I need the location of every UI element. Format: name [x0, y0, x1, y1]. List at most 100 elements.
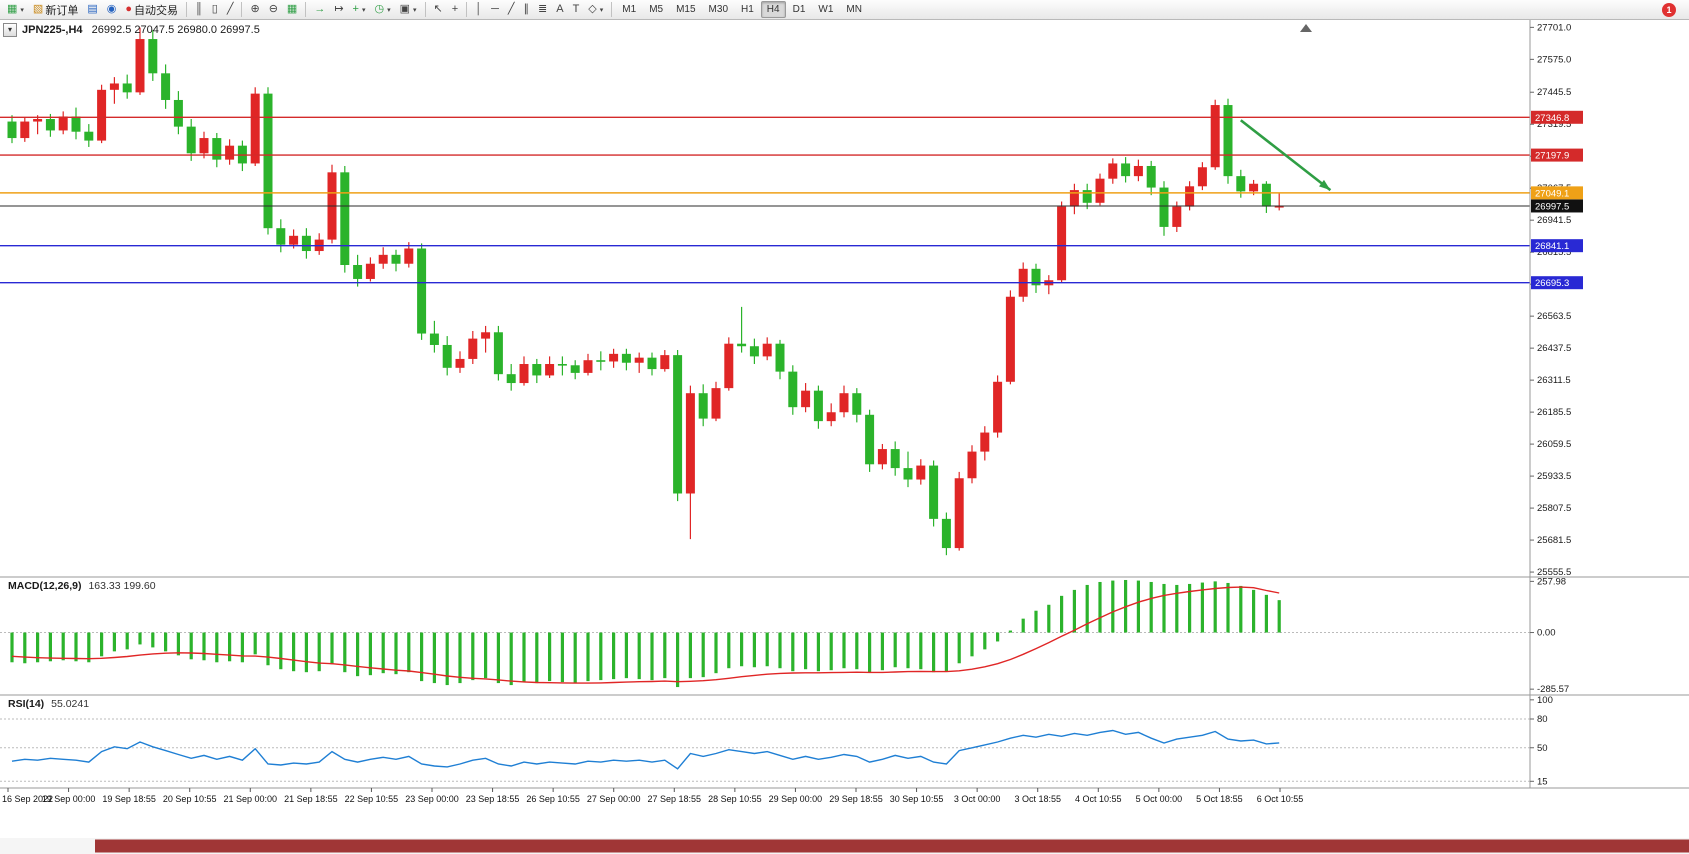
shapes-icon: ◇ [588, 3, 597, 15]
svg-text:25807.5: 25807.5 [1537, 503, 1571, 514]
new-order-label: 新订单 [45, 4, 79, 17]
auto-scroll-button[interactable]: → [310, 1, 329, 18]
svg-text:22 Sep 10:55: 22 Sep 10:55 [345, 794, 399, 804]
autotrading-button[interactable]: ● 自动交易 [121, 1, 182, 18]
price-label-26695.3: 26695.3 [1531, 276, 1583, 290]
templates-button[interactable]: ▣ ▾ [396, 1, 421, 18]
chart-canvas[interactable]: 27701.027575.027445.527319.527193.527067… [0, 20, 1689, 854]
one-click-trading-toggle[interactable]: ▾ [3, 23, 17, 37]
rsi-line [11, 729, 1280, 770]
chart-shift-marker[interactable] [1300, 24, 1312, 32]
new-chart-button[interactable]: ▦ ▾ [3, 1, 28, 18]
rsi-name: RSI(14) [8, 698, 45, 710]
fibonacci-icon: ≣ [538, 3, 548, 15]
rsi-value: 55.0241 [51, 698, 90, 710]
svg-text:25555.5: 25555.5 [1537, 567, 1571, 578]
svg-text:30 Sep 10:55: 30 Sep 10:55 [890, 794, 944, 804]
chart-shift-button[interactable]: ↦ [330, 1, 347, 18]
svg-text:21 Sep 18:55: 21 Sep 18:55 [284, 794, 338, 804]
market-watch-button[interactable]: ◉ [103, 1, 121, 18]
indicators-button[interactable]: + ▾ [349, 1, 370, 18]
toolbar-separator [611, 2, 613, 17]
line-chart-icon: ╱ [226, 3, 234, 15]
rsi-panel[interactable] [0, 718, 1530, 782]
quotes-icon: ◉ [106, 3, 117, 15]
zoom-out-button[interactable]: ⊖ [265, 1, 282, 18]
svg-text:27319.5: 27319.5 [1537, 119, 1571, 130]
svg-text:26695.3: 26695.3 [1535, 278, 1569, 289]
svg-text:27 Sep 00:00: 27 Sep 00:00 [587, 794, 641, 804]
notification-badge[interactable]: 1 [1662, 2, 1676, 17]
toolbar-separator [241, 2, 243, 17]
chevron-down-icon: ▾ [20, 6, 24, 14]
vline-button[interactable]: │ [471, 1, 486, 18]
h-scrollbar-thumb[interactable] [95, 839, 1689, 853]
profiles-button[interactable]: ▤ [83, 1, 101, 18]
tf-w1-button[interactable]: W1 [812, 1, 839, 18]
svg-text:257.98: 257.98 [1537, 576, 1566, 587]
tile-windows-button[interactable]: ▦ [283, 1, 301, 18]
tf-m1-button[interactable]: M1 [616, 1, 642, 18]
label-icon: T [572, 3, 580, 15]
tf-m15-button[interactable]: M15 [670, 1, 701, 18]
arrows-button[interactable]: ◇ ▾ [584, 1, 607, 18]
toolbar-separator [424, 2, 426, 17]
svg-text:26563.5: 26563.5 [1537, 311, 1571, 322]
toolbar-separator [466, 2, 468, 17]
trendline-button[interactable]: ╱ [504, 1, 519, 18]
svg-text:16 Sep 2022: 16 Sep 2022 [2, 794, 53, 804]
price-axis[interactable]: 27701.027575.027445.527319.527193.527067… [1529, 20, 1583, 788]
macd-signal-line [11, 586, 1280, 684]
hline-button[interactable]: ─ [487, 1, 503, 18]
svg-text:26311.5: 26311.5 [1537, 375, 1571, 386]
crosshair-button[interactable]: + [448, 1, 462, 18]
tf-h1-button[interactable]: H1 [735, 1, 760, 18]
svg-text:3 Oct 00:00: 3 Oct 00:00 [954, 794, 1001, 804]
periods-button[interactable]: ◷ ▾ [371, 1, 395, 18]
svg-text:80: 80 [1537, 714, 1548, 725]
svg-text:5 Oct 18:55: 5 Oct 18:55 [1196, 794, 1243, 804]
toolbar-separator [186, 2, 187, 17]
arrow-annotation[interactable] [1240, 119, 1332, 192]
chart-title: JPN225-,H4 26992.5 27047.5 26980.0 26997… [22, 24, 260, 36]
macd-values: 163.33 199.60 [88, 580, 156, 592]
zoom-in-button[interactable]: ⊕ [246, 1, 263, 18]
svg-text:26841.1: 26841.1 [1535, 241, 1569, 252]
price-label-27346.8: 27346.8 [1531, 110, 1583, 124]
bar-chart-button[interactable]: ║ [191, 1, 207, 18]
tf-m5-button[interactable]: M5 [643, 1, 669, 18]
price-label-27049.1: 27049.1 [1531, 186, 1583, 200]
new-order-button[interactable]: ▧ 新订单 [29, 1, 82, 18]
bar-chart-icon: ║ [195, 3, 203, 15]
svg-text:27197.9: 27197.9 [1535, 151, 1569, 162]
svg-text:6 Oct 10:55: 6 Oct 10:55 [1257, 794, 1304, 804]
text-button[interactable]: A [552, 1, 567, 18]
svg-text:28 Sep 10:55: 28 Sep 10:55 [708, 794, 762, 804]
label-button[interactable]: T [569, 1, 584, 18]
cursor-button[interactable]: ↖ [430, 1, 447, 18]
svg-text:5 Oct 00:00: 5 Oct 00:00 [1136, 794, 1183, 804]
macd-panel[interactable] [0, 579, 1530, 688]
tf-m30-button[interactable]: M30 [703, 1, 734, 18]
svg-text:21 Sep 00:00: 21 Sep 00:00 [224, 794, 278, 804]
line-chart-button[interactable]: ╱ [223, 1, 238, 18]
svg-text:27575.0: 27575.0 [1537, 54, 1571, 65]
trendline-icon: ╱ [507, 3, 515, 15]
chevron-down-icon: ▾ [387, 6, 391, 14]
svg-text:19 Sep 18:55: 19 Sep 18:55 [102, 794, 156, 804]
svg-text:27346.8: 27346.8 [1535, 113, 1569, 124]
tf-d1-button[interactable]: D1 [787, 1, 812, 18]
chevron-down-icon: ▾ [413, 6, 417, 14]
svg-text:23 Sep 18:55: 23 Sep 18:55 [466, 794, 520, 804]
channel-button[interactable]: ∥ [520, 1, 534, 18]
fibonacci-button[interactable]: ≣ [534, 1, 551, 18]
cursor-icon: ↖ [433, 3, 443, 15]
price-label-26841.1: 26841.1 [1531, 239, 1583, 253]
tf-mn-button[interactable]: MN [840, 1, 868, 18]
zoom-out-icon: ⊖ [268, 3, 278, 15]
candlestick-button[interactable]: ▯ [208, 1, 222, 18]
main-chart-panel[interactable] [0, 27, 1530, 556]
tf-h4-button[interactable]: H4 [760, 1, 786, 18]
chart-ohlc-values: 26992.5 27047.5 26980.0 26997.5 [91, 24, 260, 36]
